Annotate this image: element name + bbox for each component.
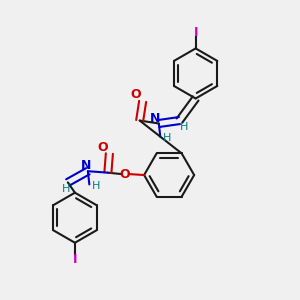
Text: H: H — [180, 122, 188, 132]
Text: O: O — [98, 141, 108, 154]
Text: H: H — [163, 133, 172, 143]
Text: I: I — [73, 253, 77, 266]
Text: N: N — [150, 112, 160, 125]
Text: O: O — [131, 88, 142, 101]
Text: I: I — [194, 26, 198, 39]
Text: O: O — [119, 168, 130, 181]
Text: N: N — [81, 159, 92, 172]
Text: H: H — [62, 184, 70, 194]
Text: H: H — [92, 181, 100, 191]
